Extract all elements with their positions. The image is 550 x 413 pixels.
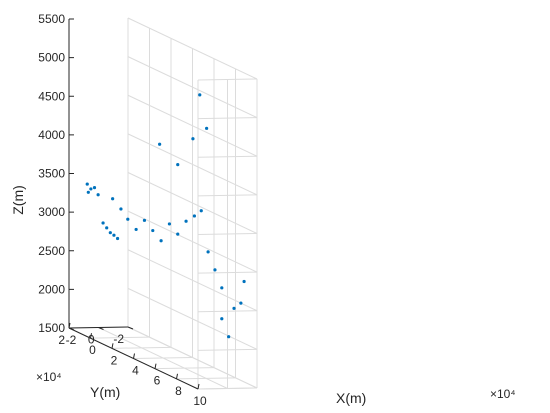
x-tick-mark <box>133 353 135 359</box>
z-tick-label: 2000 <box>38 282 65 296</box>
x-axis-multiplier: ×10⁴ <box>490 387 516 401</box>
z-tick-label: 2500 <box>38 244 65 258</box>
data-point <box>101 221 105 225</box>
side-wall-grid-line <box>197 117 258 120</box>
data-point <box>176 232 180 236</box>
side-wall-grid-line <box>197 155 258 158</box>
x-tick-mark <box>197 383 200 390</box>
back-wall-grid-line <box>127 56 258 119</box>
data-point <box>191 137 195 141</box>
x-tick-mark <box>176 373 178 379</box>
z-tick-label: 3500 <box>38 167 65 181</box>
back-wall-grid-line <box>127 287 258 350</box>
x-tick-label: 8 <box>175 384 182 398</box>
z-tick-label: 4000 <box>38 128 65 142</box>
data-point <box>115 236 120 241</box>
back-wall-grid-line <box>127 17 258 80</box>
y-tick-mark <box>127 326 134 330</box>
data-point <box>112 233 116 237</box>
z-tick-label: 4500 <box>38 89 65 103</box>
x-tick-mark <box>154 363 157 369</box>
back-wall-grid-line <box>127 210 258 273</box>
data-point <box>142 218 147 222</box>
x-tick-label: 6 <box>154 374 161 388</box>
z-tick-label: 5500 <box>38 12 65 26</box>
back-wall-grid-line <box>127 133 258 196</box>
side-wall-grid-line <box>197 348 258 351</box>
side-wall-grid-line <box>197 387 258 390</box>
side-wall-grid-line <box>197 78 258 81</box>
z-tick-label: 3000 <box>38 205 65 219</box>
y-axis-multiplier: ×10⁴ <box>36 370 62 384</box>
x-tick-label: 10 <box>193 394 207 408</box>
x-tick-mark <box>90 333 92 339</box>
data-point <box>205 126 209 130</box>
data-point <box>227 335 231 339</box>
x-tick-mark <box>111 343 114 349</box>
y-tick-label: -2 <box>113 332 124 346</box>
data-point <box>119 207 123 211</box>
back-wall-grid-line <box>127 249 258 312</box>
y-tick-label: 0 <box>88 333 95 347</box>
data-point <box>232 306 236 310</box>
axes-frame <box>68 18 200 390</box>
data-point <box>89 187 93 191</box>
x-tick-label: -2 <box>66 333 77 347</box>
tick-labels: -20246810-202150020002500300035004000450… <box>38 12 207 408</box>
data-point <box>126 217 130 221</box>
data-point <box>105 226 109 230</box>
data-point <box>206 250 210 254</box>
data-point <box>92 186 97 190</box>
y-tick-mark <box>98 327 104 330</box>
data-point <box>184 219 188 223</box>
z-tick-label: 5000 <box>38 51 65 65</box>
side-wall-grid-line <box>197 310 258 313</box>
data-point <box>176 163 180 167</box>
data-point <box>158 142 162 146</box>
x-tick-label: 0 <box>89 343 96 357</box>
data-points <box>85 93 246 339</box>
x-tick-label: 2 <box>111 353 118 367</box>
y-tick-label: 2 <box>58 333 65 347</box>
data-point <box>242 279 246 284</box>
grid-lines <box>68 17 258 390</box>
data-point <box>167 222 172 226</box>
data-point <box>159 239 163 243</box>
data-point <box>192 214 196 218</box>
data-point <box>85 182 89 186</box>
data-point <box>220 317 224 321</box>
back-wall-grid-line <box>127 326 258 389</box>
data-point <box>239 301 243 305</box>
z-axis-label: Z(m) <box>10 185 26 215</box>
x-tick-mark <box>68 322 71 329</box>
x-axis-label: X(m) <box>336 390 366 406</box>
data-point <box>151 228 155 233</box>
data-point <box>134 227 138 232</box>
data-point <box>199 209 203 213</box>
x-tick-label: 4 <box>132 364 139 378</box>
data-point <box>86 190 90 194</box>
data-point <box>111 197 115 201</box>
back-wall-grid-line <box>127 172 258 234</box>
side-wall-grid-line <box>197 194 258 197</box>
floor-grid-line <box>98 327 228 389</box>
data-point <box>96 193 100 197</box>
data-point <box>198 93 202 97</box>
data-point <box>108 231 112 235</box>
z-tick-label: 1500 <box>38 321 65 335</box>
y-axis-label: Y(m) <box>90 384 120 400</box>
back-wall-grid-line <box>127 94 258 157</box>
side-wall-grid-line <box>197 271 258 274</box>
side-wall-grid-line <box>197 233 258 235</box>
data-point <box>213 268 217 272</box>
data-point <box>220 286 224 290</box>
